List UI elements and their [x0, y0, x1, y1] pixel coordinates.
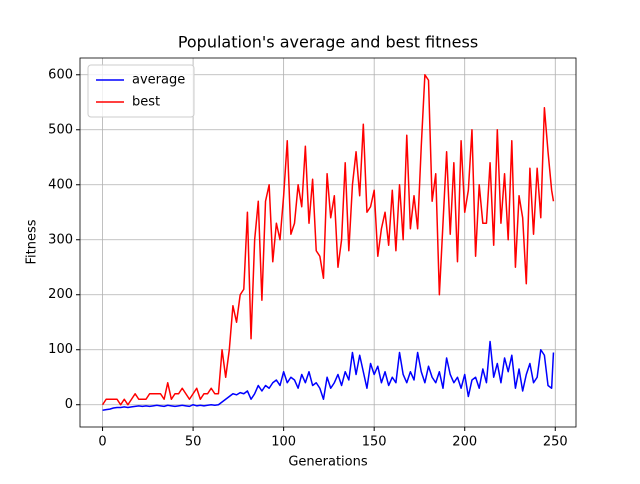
y-tick-label: 600 [48, 67, 73, 82]
y-tick-label: 0 [65, 397, 73, 412]
series-line [102, 340, 555, 411]
y-tick-label: 200 [48, 287, 73, 302]
chart-title: Population's average and best fitness [178, 33, 478, 52]
x-axis-label: Generations [288, 455, 368, 470]
y-tick-label: 100 [48, 342, 73, 357]
y-tick-label: 300 [48, 232, 73, 247]
x-tick-label: 250 [543, 435, 568, 450]
legend-label: best [132, 95, 160, 110]
legend-box [87, 64, 195, 118]
x-tick-label: 50 [185, 435, 202, 450]
y-tick-label: 500 [48, 122, 73, 137]
x-tick-label: 0 [98, 435, 106, 450]
y-axis-label: Fitness [25, 219, 40, 264]
axes-frame [79, 57, 577, 428]
series-line [101, 74, 555, 406]
y-tick-label: 400 [48, 177, 73, 192]
x-tick-label: 200 [452, 435, 477, 450]
x-tick-label: 100 [271, 435, 296, 450]
x-tick-label: 150 [362, 435, 387, 450]
legend-label: average [132, 73, 185, 88]
